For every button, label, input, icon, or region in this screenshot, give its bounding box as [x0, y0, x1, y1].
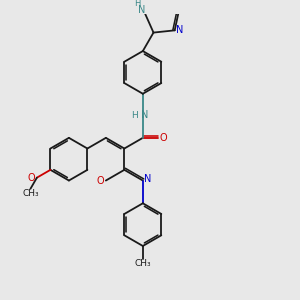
Text: O: O — [97, 176, 105, 185]
Text: O: O — [28, 173, 35, 183]
Text: H: H — [134, 0, 141, 8]
Text: N: N — [138, 5, 145, 15]
Text: N: N — [176, 25, 184, 35]
Text: CH₃: CH₃ — [22, 189, 39, 198]
Text: N: N — [141, 110, 148, 120]
Text: H: H — [131, 111, 138, 120]
Text: N: N — [144, 174, 152, 184]
Text: O: O — [160, 133, 167, 143]
Text: CH₃: CH₃ — [134, 260, 151, 268]
